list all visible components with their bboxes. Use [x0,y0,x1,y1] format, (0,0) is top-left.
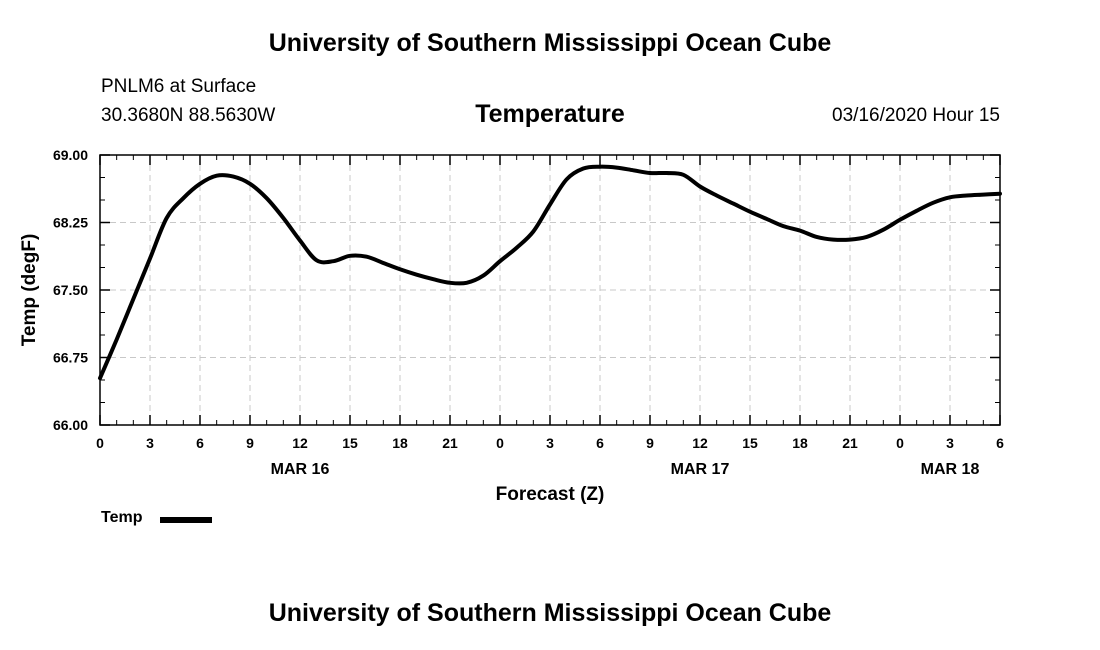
x-tick-label: 21 [842,435,858,451]
y-axis-label: Temp (degF) [19,234,40,347]
y-tick-label: 66.00 [53,417,88,433]
legend-label: Temp [101,509,143,526]
x-tick-label: 21 [442,435,458,451]
x-tick-label: 3 [146,435,154,451]
x-tick-label: 3 [546,435,554,451]
x-tick-label: 15 [742,435,758,451]
station-name: PNLM6 at Surface [101,76,257,97]
x-tick-label: 6 [196,435,204,451]
legend-swatch [160,517,212,523]
station-coordinates: 30.3680N 88.5630W [101,105,276,126]
x-tick-label: 0 [896,435,904,451]
x-tick-label: 18 [792,435,808,451]
forecast-datetime: 03/16/2020 Hour 15 [832,105,1000,126]
y-tick-label: 69.00 [53,147,88,163]
y-tick-label: 67.50 [53,282,88,298]
x-tick-label: 12 [692,435,708,451]
x-tick-label: 12 [292,435,308,451]
x-tick-label: 9 [246,435,254,451]
y-tick-label: 68.25 [53,215,88,231]
x-tick-label: 0 [496,435,504,451]
x-tick-label: 9 [646,435,654,451]
x-tick-label: 18 [392,435,408,451]
y-tick-label: 66.75 [53,350,88,366]
x-tick-label: 3 [946,435,954,451]
chart-title: Temperature [475,100,625,128]
top-title: University of Southern Mississippi Ocean… [268,29,832,57]
temp-series-line [98,164,1002,381]
x-tick-label: 6 [596,435,604,451]
x-axis-label: Forecast (Z) [496,484,605,505]
x-tick-label: 15 [342,435,358,451]
x-tick-label: 0 [96,435,104,451]
date-label: MAR 16 [271,461,330,478]
plot-frame [99,154,1001,426]
bottom-title: University of Southern Mississippi Ocean… [268,599,832,627]
date-label: MAR 17 [671,461,730,478]
x-tick-label: 6 [996,435,1004,451]
date-label: MAR 18 [921,461,980,478]
